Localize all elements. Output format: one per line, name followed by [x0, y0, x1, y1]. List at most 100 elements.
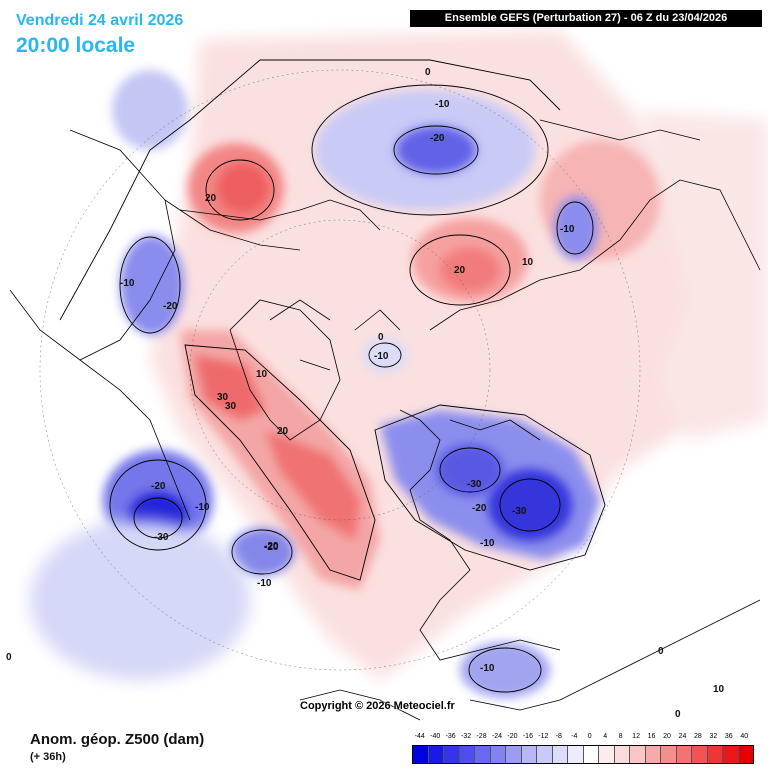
coastline-europe — [399, 409, 561, 661]
forecast-time: 20:00 locale — [16, 34, 136, 57]
contour-label: -10 — [257, 578, 272, 589]
colorbar-tick-label: 32 — [709, 733, 718, 740]
colorbar-tick-label: -36 — [445, 733, 456, 740]
colorbar-tick-label: -40 — [430, 733, 441, 740]
negative-anomaly-north-pacific-core — [396, 126, 476, 174]
colorbar-segment — [475, 746, 491, 763]
contour-label: -10 — [374, 351, 389, 362]
contour-label: -10 — [560, 224, 575, 235]
contour-siberia-20 — [409, 234, 511, 306]
contours — [59, 59, 606, 693]
colorbar-segment — [599, 746, 615, 763]
colorbar-tick-label: 4 — [603, 733, 608, 740]
colorbar-tick-label: -32 — [461, 733, 472, 740]
positive-anomaly-core-atlantic — [265, 430, 360, 540]
colorbar-tick-label: -20 — [507, 733, 518, 740]
contour-label: 0 — [6, 652, 12, 663]
colorbar-segment — [583, 746, 599, 763]
contour-europe-minus30 — [499, 478, 561, 532]
contour-label: -20 — [264, 542, 279, 553]
contour-label: 20 — [205, 193, 217, 204]
contour-asia-minus10 — [556, 201, 594, 255]
colorbar-segment — [738, 746, 753, 763]
colorbar-segment — [521, 746, 537, 763]
colorbar-tick-label: 40 — [740, 733, 749, 740]
contour-label: 30 — [217, 392, 229, 403]
positive-anomaly-core-west — [195, 355, 265, 420]
colorbar-segment — [428, 746, 444, 763]
contour-label: 0 — [675, 709, 681, 720]
colorbar-segment — [444, 746, 460, 763]
coastline-bering — [179, 199, 381, 231]
forecast-date: Vendredi 24 avril 2026 — [16, 12, 184, 29]
colorbar — [412, 745, 754, 764]
colorbar-segment — [645, 746, 661, 763]
negative-anomaly-mediterranean — [460, 642, 550, 698]
negative-anomaly-scandinavia-core — [436, 444, 504, 496]
positive-anomaly-bering-core — [217, 163, 269, 213]
contour-label: 10 — [256, 369, 268, 380]
colorbar-tick-label: 12 — [632, 733, 640, 740]
contour-label: -20 — [163, 301, 178, 312]
contour-pacific-minus20 — [393, 125, 479, 175]
contour-label: 10 — [522, 257, 534, 268]
colorbar-tick-label: 16 — [647, 733, 656, 740]
negative-anomaly-canada — [120, 235, 184, 335]
contour-atlantic-minus30 — [133, 497, 183, 539]
colorbar-tick-label: -44 — [414, 733, 425, 740]
contour-label: 30 — [225, 401, 237, 412]
contour-label: -10 — [480, 663, 495, 674]
colorbar-tick-label: -8 — [555, 733, 562, 740]
colorbar-segment — [692, 746, 708, 763]
contour-label: -10 — [480, 538, 495, 549]
colorbar-tick-label: 0 — [587, 733, 592, 740]
colorbar-segment — [661, 746, 677, 763]
colorbar-segment — [676, 746, 692, 763]
colorbar-tick-label: -28 — [476, 733, 487, 740]
lead-time: (+ 36h) — [30, 751, 66, 763]
contour-labels: 0 -10 -20 20 -10 10 20 -10 -20 0 -10 10 … — [6, 67, 725, 720]
colorbar-segment — [537, 746, 553, 763]
contour-label: -30 — [512, 506, 527, 517]
colorbar-labels: -44 -40 -36 -32 -28 -24 -20 -16 -12 -8 -4 0 4 8 12 16 20… — [412, 733, 752, 744]
colorbar-segment — [413, 746, 429, 763]
contour-canada-minus10 — [119, 236, 181, 334]
contour-label: -20 — [264, 541, 279, 552]
positive-anomaly-siberia-core — [440, 248, 500, 292]
coastline-greenland — [229, 299, 341, 441]
colorbar-tick-label: -24 — [491, 733, 503, 740]
contour-label: -20 — [472, 503, 487, 514]
colorbar-segment — [490, 746, 506, 763]
contour-label: -10 — [120, 278, 135, 289]
positive-anomaly-east — [640, 110, 768, 440]
contour-ridge-20 — [184, 344, 376, 581]
contour-zero-line — [59, 59, 561, 321]
negative-anomaly-central-asia — [554, 196, 598, 260]
colorbar-tick-label: 20 — [663, 733, 671, 740]
contour-label: -30 — [467, 479, 482, 490]
contour-label: 20 — [454, 265, 466, 276]
colorbar-tick-label: -12 — [538, 733, 549, 740]
colorbar-tick-label: 28 — [694, 733, 702, 740]
contour-label: 20 — [277, 426, 289, 437]
copyright-text: Copyright © 2026 Meteociel.fr — [300, 700, 455, 712]
contour-label: 0 — [658, 646, 664, 657]
colorbar-segment — [459, 746, 475, 763]
colorbar-segment — [506, 746, 522, 763]
graticule-circle-outer — [39, 69, 641, 671]
colorbar-tick-label: 36 — [724, 733, 733, 740]
contour-label: 0 — [378, 332, 384, 343]
anomaly-shading — [30, 30, 768, 698]
variable-title: Anom. géop. Z500 (dam) — [30, 731, 205, 748]
colorbar-segment — [552, 746, 568, 763]
coastline-africa — [299, 599, 761, 721]
colorbar-tick-label: 24 — [678, 733, 687, 740]
contour-label: -20 — [151, 481, 166, 492]
colorbar-segment — [614, 746, 630, 763]
colorbar-tick-label: -16 — [522, 733, 533, 740]
colorbar-segment — [630, 746, 646, 763]
contour-label: -20 — [430, 133, 445, 144]
colorbar-segment — [707, 746, 723, 763]
negative-anomaly-aleutian-west — [112, 70, 188, 150]
